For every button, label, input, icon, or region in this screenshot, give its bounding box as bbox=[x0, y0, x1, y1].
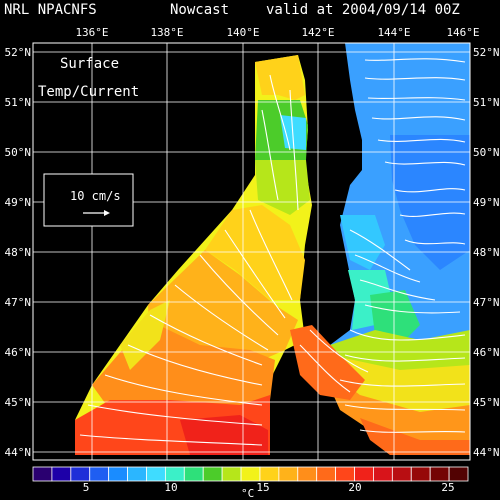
lon-label: 146°E bbox=[446, 26, 479, 39]
colorbar-tick: 20 bbox=[348, 481, 361, 494]
colorbar-tick: 5 bbox=[83, 481, 90, 494]
colorbar-swatch bbox=[278, 466, 299, 482]
title-center: Nowcast bbox=[170, 2, 230, 18]
lat-label: 48°N bbox=[473, 246, 500, 259]
east-sea-cool bbox=[390, 135, 470, 270]
colorbar-tick: 15 bbox=[256, 481, 269, 494]
colorbar-swatch bbox=[429, 466, 450, 482]
lon-label: 144°E bbox=[377, 26, 410, 39]
southeast-deep-orange bbox=[360, 418, 470, 455]
field-label-line2: Temp/Current bbox=[38, 84, 139, 100]
west-sea-yellow-tongue bbox=[120, 300, 170, 370]
lat-label: 50°N bbox=[5, 146, 32, 159]
colorbar-tick: 25 bbox=[441, 481, 454, 494]
map-frame bbox=[32, 42, 471, 461]
colorbar-swatch bbox=[410, 466, 431, 482]
colorbar-swatch bbox=[354, 466, 374, 482]
colorbar-swatch bbox=[373, 466, 393, 482]
lat-label: 45°N bbox=[473, 396, 500, 409]
southeast-orange bbox=[320, 365, 470, 445]
colorbar-swatch bbox=[202, 466, 223, 482]
lat-label: 51°N bbox=[5, 96, 32, 109]
lat-label: 44°N bbox=[5, 446, 32, 459]
lon-label: 142°E bbox=[301, 26, 334, 39]
colorbar-unit: °C bbox=[241, 487, 254, 500]
lat-label: 48°N bbox=[5, 246, 32, 259]
west-sea-deep-red bbox=[180, 415, 268, 455]
colorbar-swatch bbox=[32, 466, 53, 482]
lat-label: 51°N bbox=[473, 96, 500, 109]
lon-label: 138°E bbox=[150, 26, 183, 39]
grid-lines bbox=[33, 43, 470, 460]
lat-label: 49°N bbox=[5, 196, 32, 209]
lon-label: 140°E bbox=[226, 26, 259, 39]
west-sea-amber bbox=[148, 250, 298, 360]
lat-labels-right: 52°N 51°N 50°N 49°N 48°N 47°N 46°N 45°N … bbox=[473, 46, 500, 459]
colorbar-swatch bbox=[70, 466, 91, 482]
lat-label: 44°N bbox=[473, 446, 500, 459]
colorbar-swatch bbox=[164, 466, 185, 482]
colorbar-tick: 10 bbox=[164, 481, 177, 494]
field-label-line1: Surface bbox=[60, 56, 119, 72]
strait-top-warm bbox=[255, 55, 305, 100]
lat-label: 47°N bbox=[473, 296, 500, 309]
vector-scale: 10 cm/s bbox=[43, 173, 134, 227]
east-coast-cyan bbox=[340, 215, 385, 270]
colorbar-ticks: 5 10 15 20 25 bbox=[83, 481, 455, 494]
colorbar-swatch bbox=[89, 466, 110, 482]
colorbar-swatch bbox=[448, 466, 469, 482]
colorbar-swatch bbox=[51, 466, 72, 482]
lat-label: 49°N bbox=[473, 196, 500, 209]
lat-label: 50°N bbox=[473, 146, 500, 159]
colorbar-swatch bbox=[240, 466, 261, 482]
colorbar-swatch bbox=[127, 466, 147, 482]
scale-box bbox=[43, 173, 134, 227]
colorbar-swatch bbox=[183, 466, 204, 482]
lat-label: 46°N bbox=[473, 346, 500, 359]
colorbar-swatch bbox=[297, 466, 318, 482]
lat-label: 45°N bbox=[5, 396, 32, 409]
lat-labels-left: 52°N 51°N 50°N 49°N 48°N 47°N 46°N 45°N … bbox=[5, 46, 32, 459]
colorbar-swatch bbox=[146, 466, 166, 482]
colorbar-swatch bbox=[391, 466, 412, 482]
lon-label: 136°E bbox=[75, 26, 108, 39]
lon-labels: 136°E 138°E 140°E 142°E 144°E 146°E bbox=[75, 26, 479, 39]
lat-label: 52°N bbox=[5, 46, 32, 59]
lat-label: 46°N bbox=[5, 346, 32, 359]
sst-field bbox=[75, 43, 470, 455]
east-coast-green bbox=[370, 290, 420, 345]
current-streamlines bbox=[79, 58, 466, 446]
colorbar-swatch bbox=[259, 466, 280, 482]
scale-arrow-icon bbox=[83, 210, 110, 216]
lat-label: 52°N bbox=[473, 46, 500, 59]
colorbar-swatch bbox=[335, 466, 355, 482]
lat-label: 47°N bbox=[5, 296, 32, 309]
colorbar-swatch bbox=[108, 466, 128, 482]
title-right: valid at 2004/09/14 00Z bbox=[266, 2, 460, 18]
scale-label: 10 cm/s bbox=[70, 189, 121, 203]
colorbar-swatch bbox=[221, 466, 242, 482]
title-bar: NRL NPACNFS Nowcast valid at 2004/09/14 … bbox=[0, 2, 500, 22]
title-left: NRL NPACNFS bbox=[4, 2, 97, 18]
colorbar-swatch bbox=[316, 466, 337, 482]
colorbar bbox=[32, 466, 469, 482]
